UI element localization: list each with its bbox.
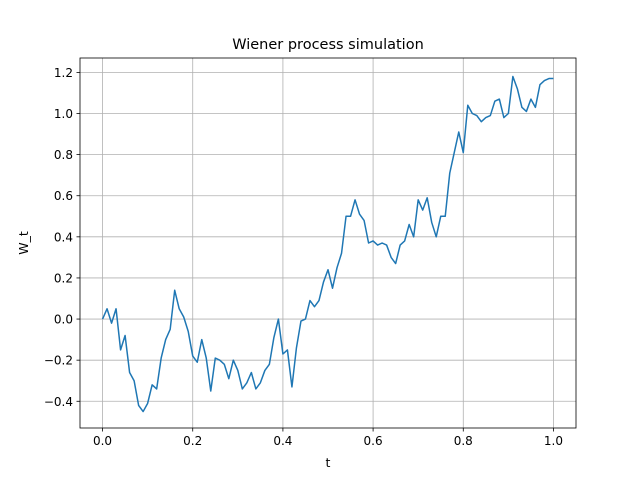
x-tick-label: 0.0 [93,434,112,448]
x-tick-label: 0.4 [273,434,292,448]
grid [80,58,576,428]
y-tick-label: −0.2 [44,354,73,368]
y-tick-label: 0.6 [54,189,73,203]
x-tick-label: 0.2 [183,434,202,448]
x-axis-label: t [326,455,331,470]
y-tick-label: 0.0 [54,313,73,327]
y-tick-label: 0.2 [54,271,73,285]
plot-area-frame [79,57,577,429]
x-tick-label: 0.8 [454,434,473,448]
axis-ticks: 0.0 0.2 0.4 0.6 0.8 1.0 −0.4 −0.2 0.0 0.2 0.4 0.6 0.… [44,66,563,448]
y-tick-label: 0.8 [54,148,73,162]
y-tick-label: −0.4 [44,395,73,409]
y-tick-label: 1.2 [54,66,73,80]
chart-title: Wiener process simulation [232,37,424,53]
x-tick-label: 1.0 [544,434,563,448]
x-tick-label: 0.6 [364,434,383,448]
series-line [101,75,554,413]
y-tick-label: 1.0 [54,107,73,121]
y-tick-label: 0.4 [54,230,73,244]
y-axis-label: W_t [16,231,31,255]
